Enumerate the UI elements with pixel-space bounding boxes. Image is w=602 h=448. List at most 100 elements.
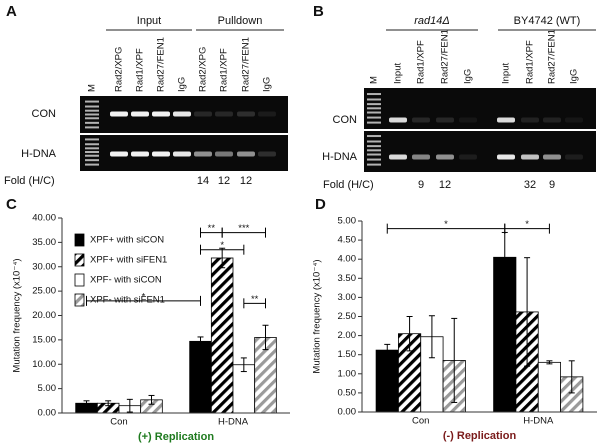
y-tick-label: 3.00 [338, 292, 357, 303]
error-bar [451, 317, 458, 403]
gel-band [237, 151, 255, 157]
bar [375, 349, 399, 413]
gel-band [543, 117, 561, 123]
gel-band [412, 117, 430, 123]
x-tick-label: Con [110, 417, 127, 428]
bar [189, 340, 212, 414]
legend-label: XPF+ with siCON [90, 235, 164, 246]
gel-band [497, 117, 515, 123]
gel-band [521, 117, 539, 123]
x-axis-label: (+) Replication [138, 431, 214, 443]
ladder-band [85, 109, 99, 112]
y-axis-label: Mutation frequency (x10⁻⁴) [312, 259, 323, 373]
lane-label: M [369, 76, 380, 84]
ladder-band [367, 111, 381, 114]
ladder-band [367, 107, 381, 110]
x-tick-label: Con [412, 416, 429, 427]
significance-bracket [200, 244, 245, 255]
gel-band [237, 111, 255, 117]
gel-band [389, 154, 407, 160]
y-tick-label: 40.00 [32, 213, 56, 224]
fold-value: 12 [240, 175, 252, 187]
bar [210, 257, 234, 414]
error-bar [126, 398, 133, 413]
lane-label: Rad2/XPG [198, 47, 209, 92]
y-tick-label: 0.00 [38, 408, 57, 419]
fold-label: Fold (H/C) [4, 175, 55, 187]
y-tick-label: 4.00 [338, 254, 357, 265]
legend-label: XPF+ with siFEN1 [90, 255, 167, 266]
gel-band [389, 117, 407, 123]
fold-value: 12 [218, 175, 230, 187]
ladder-band [367, 145, 381, 148]
ladder-band [85, 100, 99, 103]
x-tick-label: H-DNA [523, 416, 554, 427]
fold-value: 12 [439, 179, 451, 191]
lane-label: Rad27/FEN1 [547, 29, 558, 84]
lane-label: Rad27/FEN1 [440, 29, 451, 84]
group-header: rad14Δ [414, 15, 450, 27]
gel-band [565, 154, 583, 160]
error-bar [197, 336, 204, 347]
error-bar [546, 360, 553, 365]
legend-swatch [74, 233, 85, 247]
fold-value: 32 [524, 179, 536, 191]
error-bar [262, 324, 269, 351]
significance-bracket [243, 298, 266, 309]
ladder-band [85, 121, 99, 124]
gel-band [436, 117, 454, 123]
y-tick-label: 25.00 [32, 286, 56, 297]
bar [537, 361, 561, 413]
ladder-band [85, 151, 99, 154]
ladder-band [85, 147, 99, 150]
error-bar [83, 400, 90, 407]
gel-band [131, 111, 149, 117]
fold-value: 14 [197, 175, 209, 187]
lane-label: M [87, 84, 98, 92]
x-axis-label: (-) Replication [443, 430, 517, 442]
ladder-band [85, 143, 99, 146]
y-tick-label: 35.00 [32, 237, 56, 248]
error-bar [384, 343, 391, 357]
lane-label: IgG [262, 77, 273, 92]
y-tick-label: 15.00 [32, 334, 56, 345]
lane-label: Rad27/FEN1 [241, 37, 252, 92]
y-axis-label: Mutation frequency (x10⁻⁴) [12, 258, 23, 372]
ladder-band [85, 159, 99, 162]
gel-band [152, 151, 170, 157]
significance-bracket [86, 295, 202, 306]
significance-bracket [504, 223, 550, 234]
significance-label: ** [251, 294, 259, 305]
gel-band [459, 117, 477, 123]
ladder-band [85, 113, 99, 116]
gel-band [565, 117, 583, 123]
panel-label: C [6, 196, 17, 213]
gel-band [436, 154, 454, 160]
y-tick-label: 1.00 [338, 368, 357, 379]
legend-label: XPF- with siCON [90, 275, 162, 286]
row-label: CON [333, 114, 358, 126]
gel-band [412, 154, 430, 160]
gel-band [521, 154, 539, 160]
x-tick-label: H-DNA [218, 417, 249, 428]
lane-label: Rad1/XPF [219, 48, 230, 92]
ladder-band [367, 163, 381, 166]
ladder-band [85, 154, 99, 157]
ladder-band [85, 105, 99, 108]
significance-label: * [525, 219, 529, 230]
panel-label: B [313, 3, 324, 20]
significance-label: * [444, 219, 448, 230]
gel-band [173, 111, 191, 117]
y-tick-label: 10.00 [32, 359, 56, 370]
ladder-band [85, 163, 99, 166]
y-tick-label: 5.00 [338, 216, 357, 227]
gel-band [258, 151, 276, 157]
y-tick-label: 1.50 [338, 349, 357, 360]
y-tick-label: 2.00 [338, 330, 357, 341]
lane-label: IgG [177, 77, 188, 92]
significance-label: * [142, 291, 146, 302]
error-bar [240, 357, 247, 373]
error-bar [148, 394, 155, 405]
gel-band [215, 111, 233, 117]
